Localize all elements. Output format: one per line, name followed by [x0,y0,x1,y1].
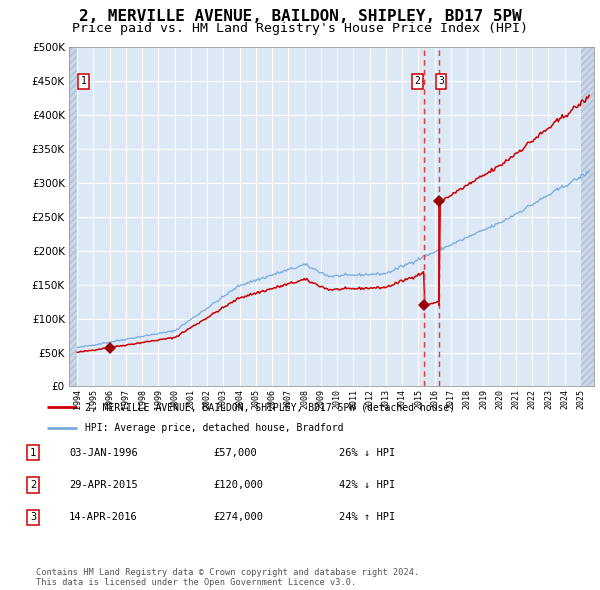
Text: 03-JAN-1996: 03-JAN-1996 [69,448,138,457]
Text: 1997: 1997 [121,389,130,409]
Text: 2018: 2018 [463,389,472,409]
Text: 3: 3 [438,76,444,86]
Text: 2, MERVILLE AVENUE, BAILDON, SHIPLEY, BD17 5PW (detached house): 2, MERVILLE AVENUE, BAILDON, SHIPLEY, BD… [85,402,455,412]
Text: 2007: 2007 [284,389,293,409]
Text: 2013: 2013 [382,389,391,409]
Text: 2009: 2009 [316,389,325,409]
Text: 2020: 2020 [495,389,504,409]
Text: 2005: 2005 [251,389,260,409]
Text: 29-APR-2015: 29-APR-2015 [69,480,138,490]
Text: 1: 1 [30,448,36,457]
Text: £120,000: £120,000 [213,480,263,490]
Text: 2006: 2006 [268,389,277,409]
Text: Price paid vs. HM Land Registry's House Price Index (HPI): Price paid vs. HM Land Registry's House … [72,22,528,35]
Text: 3: 3 [30,513,36,522]
Text: 2002: 2002 [203,389,212,409]
Text: 2012: 2012 [365,389,374,409]
Text: 2021: 2021 [511,389,520,409]
Text: 2, MERVILLE AVENUE, BAILDON, SHIPLEY, BD17 5PW: 2, MERVILLE AVENUE, BAILDON, SHIPLEY, BD… [79,9,521,24]
Text: 1: 1 [80,76,86,86]
Text: 2: 2 [30,480,36,490]
Text: £57,000: £57,000 [213,448,257,457]
Text: 2019: 2019 [479,389,488,409]
Text: 26% ↓ HPI: 26% ↓ HPI [339,448,395,457]
Text: 2017: 2017 [446,389,455,409]
Text: 1999: 1999 [154,389,163,409]
Text: 2008: 2008 [300,389,309,409]
Bar [581,47,594,386]
Text: 14-APR-2016: 14-APR-2016 [69,513,138,522]
Text: 42% ↓ HPI: 42% ↓ HPI [339,480,395,490]
Text: 2022: 2022 [528,389,537,409]
Text: 1995: 1995 [89,389,98,409]
Text: £274,000: £274,000 [213,513,263,522]
Text: 2014: 2014 [398,389,407,409]
Text: 2015: 2015 [414,389,423,409]
Text: 2001: 2001 [187,389,196,409]
Text: 1998: 1998 [137,389,146,409]
Text: 2004: 2004 [235,389,244,409]
Text: Contains HM Land Registry data © Crown copyright and database right 2024.
This d: Contains HM Land Registry data © Crown c… [36,568,419,587]
Text: 2011: 2011 [349,389,358,409]
Text: 24% ↑ HPI: 24% ↑ HPI [339,513,395,522]
Text: 2016: 2016 [430,389,439,409]
Text: 2024: 2024 [560,389,569,409]
Text: 2000: 2000 [170,389,179,409]
Text: 2: 2 [415,76,421,86]
Bar [69,47,77,386]
Text: HPI: Average price, detached house, Bradford: HPI: Average price, detached house, Brad… [85,422,344,432]
Text: 2010: 2010 [332,389,341,409]
Text: 2025: 2025 [577,389,586,409]
Text: 2003: 2003 [219,389,228,409]
Text: 1994: 1994 [73,389,82,409]
Text: 2023: 2023 [544,389,553,409]
Text: 1996: 1996 [105,389,114,409]
